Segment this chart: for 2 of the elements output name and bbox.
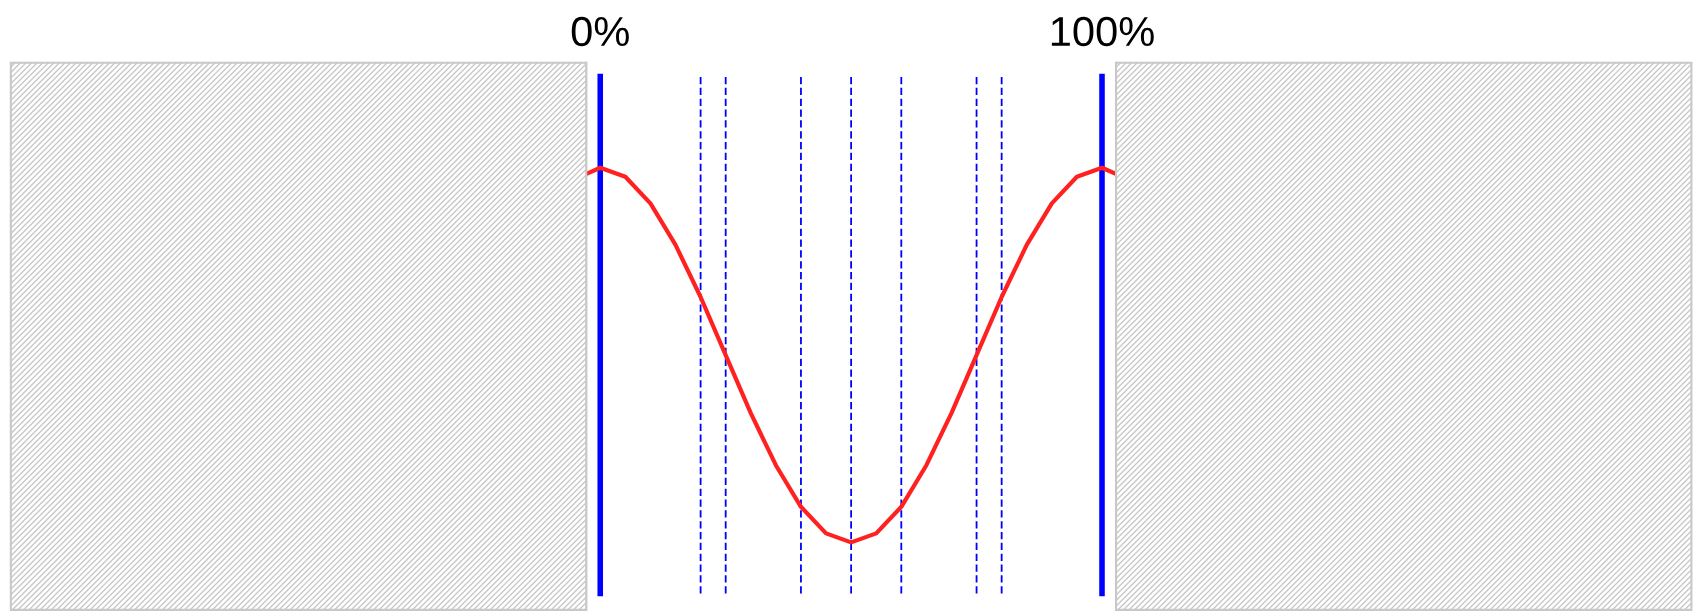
x-tick-label: 0% bbox=[571, 16, 629, 47]
x-tick-label: 100% bbox=[1051, 16, 1154, 47]
